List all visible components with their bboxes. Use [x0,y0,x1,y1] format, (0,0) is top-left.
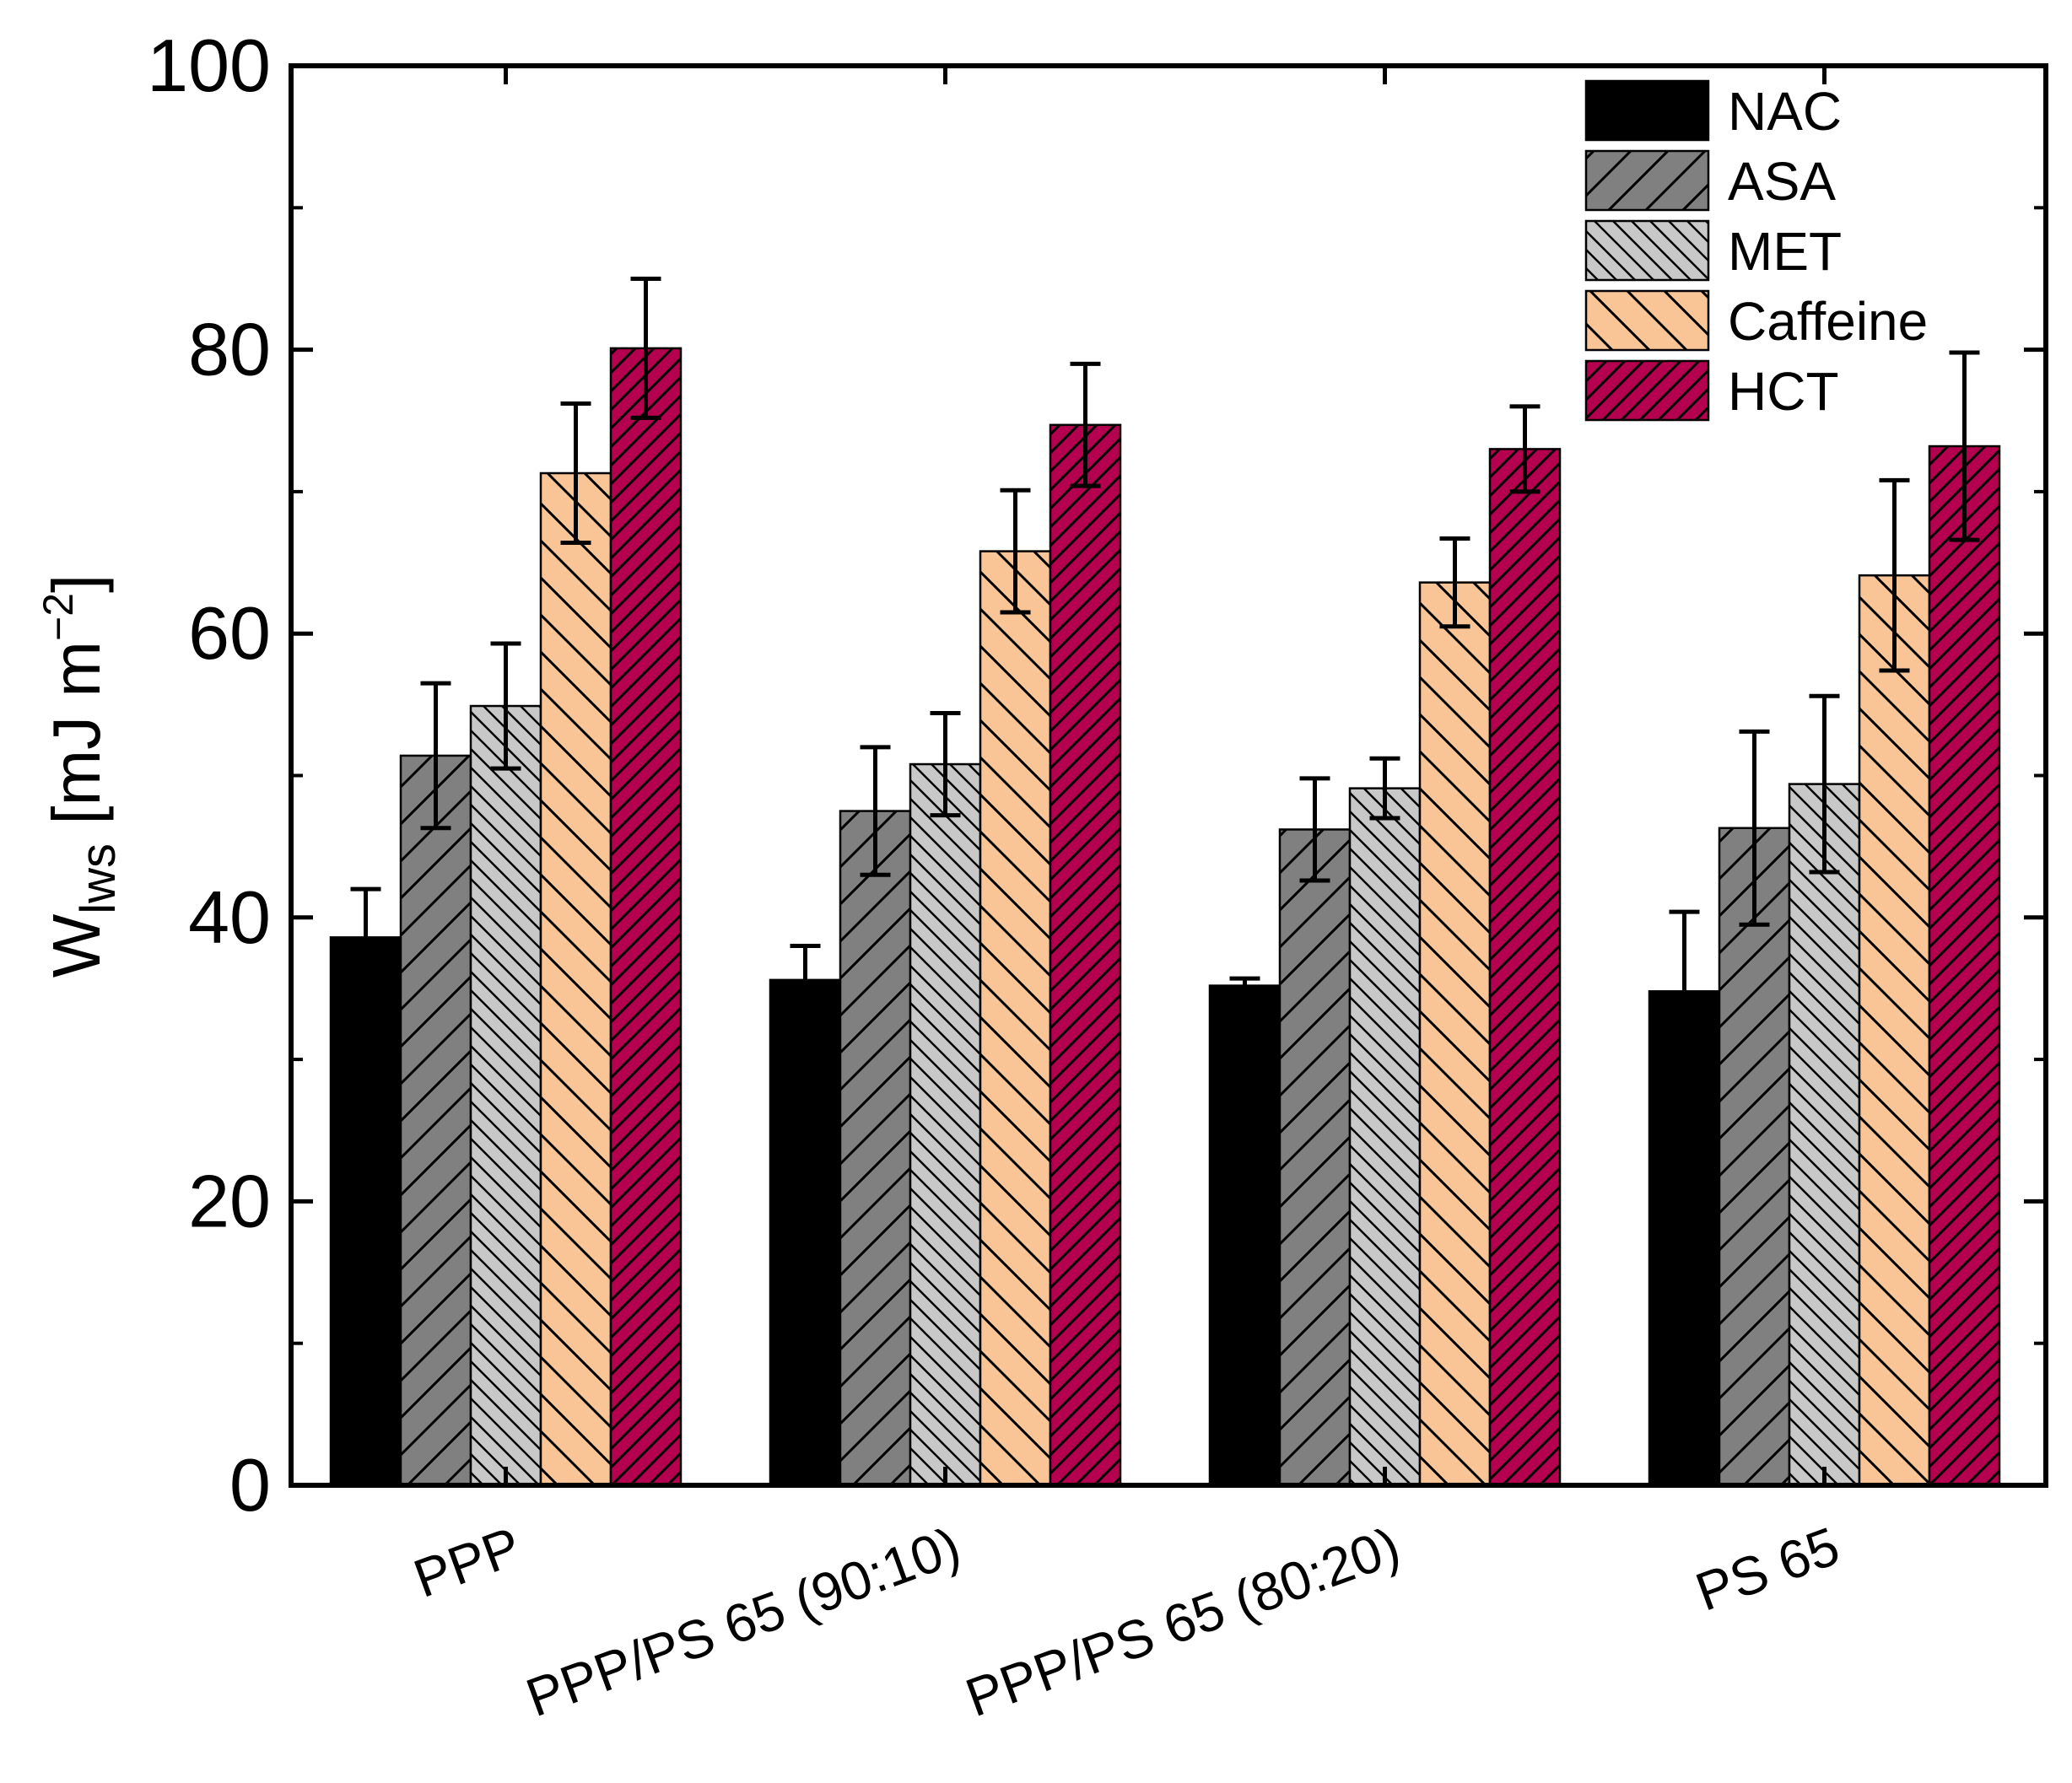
error-bar-hct-4 [1949,350,1980,542]
category-label: PPP/PS 65 (80:20) [958,1515,1408,1728]
error-bar-met-3 [1369,756,1400,821]
bar-asa-3 [1278,828,1352,1487]
y-axis-title-sub: lws [71,843,126,914]
error-bar-met-4 [1809,693,1840,875]
bar-caffeine-1 [539,471,612,1487]
legend-swatch [1584,359,1710,422]
legend-item-nac: NAC [1584,79,1842,142]
error-bar-met-1 [490,641,521,771]
y-axis-title-close: ] [39,574,114,593]
bar-met-1 [469,704,542,1487]
legend-label: MET [1728,221,1842,282]
error-bar-nac-4 [1669,909,1700,1074]
legend-item-met: MET [1584,219,1842,282]
bar-nac-1 [329,936,402,1487]
legend-label: ASA [1728,151,1836,212]
svg-text:Wlws [mJ m−2]: Wlws [mJ m−2] [35,574,126,978]
y-tick-label: 20 [188,1159,271,1242]
legend-label: NAC [1728,81,1842,142]
error-bar-caffeine-4 [1879,477,1910,673]
y-axis: 0 20 40 60 80 100 [147,24,2046,1527]
y-tick-label: 40 [188,875,271,959]
y-tick-label: 60 [188,591,271,675]
legend-swatch [1584,149,1710,212]
legend-swatch [1584,219,1710,282]
category-label: PPP [406,1515,528,1608]
y-axis-title-unit: [mJ m [39,641,114,843]
bar-hct-1 [609,347,683,1487]
y-tick-label: 80 [188,308,271,391]
error-bar-caffeine-1 [560,401,591,545]
bar-hct-2 [1049,423,1122,1487]
error-bar-caffeine-3 [1439,536,1470,629]
bar-met-4 [1788,783,1861,1487]
bar-met-3 [1348,787,1422,1487]
bar-nac-2 [769,978,842,1487]
error-bar-asa-1 [420,681,451,831]
bar-met-2 [909,762,982,1487]
error-bar-caffeine-2 [1000,487,1031,615]
bar-caffeine-3 [1418,581,1492,1487]
error-bar-asa-2 [860,745,891,877]
bar-hct-3 [1488,448,1562,1487]
error-bar-asa-4 [1739,729,1770,927]
bar-nac-3 [1208,984,1282,1487]
bar-hct-4 [1928,444,2001,1487]
error-bar-nac-3 [1229,976,1260,995]
legend: NAC ASA MET Caffeine HCT [1584,79,1928,422]
bar-caffeine-4 [1858,574,1931,1487]
error-bar-hct-2 [1070,361,1101,488]
legend-item-asa: ASA [1584,149,1836,212]
legend-item-hct: HCT [1584,359,1839,422]
y-axis-title-main: W [39,913,114,978]
bar-caffeine-2 [979,550,1052,1487]
error-bar-nac-2 [790,943,821,1016]
y-tick-label: 100 [147,24,271,107]
y-axis-title-sup: −2 [35,593,82,641]
legend-label: HCT [1728,361,1839,422]
error-bar-hct-3 [1509,404,1541,494]
legend-swatch [1584,289,1710,352]
category-label: PPP/PS 65 (90:10) [519,1515,969,1728]
bar-asa-2 [839,810,912,1487]
y-tick-label: 0 [229,1443,271,1527]
y-axis-title: Wlws [mJ m−2] [35,574,126,978]
error-bar-nac-1 [350,886,381,988]
error-bar-met-2 [930,710,961,818]
legend-swatch [1584,79,1710,142]
bar-nac-4 [1648,990,1721,1487]
legend-item-caffeine: Caffeine [1584,289,1928,352]
legend-label: Caffeine [1728,291,1928,352]
category-label: PS 65 [1688,1515,1847,1622]
error-bar-asa-3 [1299,776,1330,883]
bars-layer [329,347,2001,1487]
error-bar-hct-1 [630,276,661,420]
bar-asa-1 [399,754,472,1487]
error-bars-layer [350,276,1980,1074]
bar-asa-4 [1718,827,1791,1487]
